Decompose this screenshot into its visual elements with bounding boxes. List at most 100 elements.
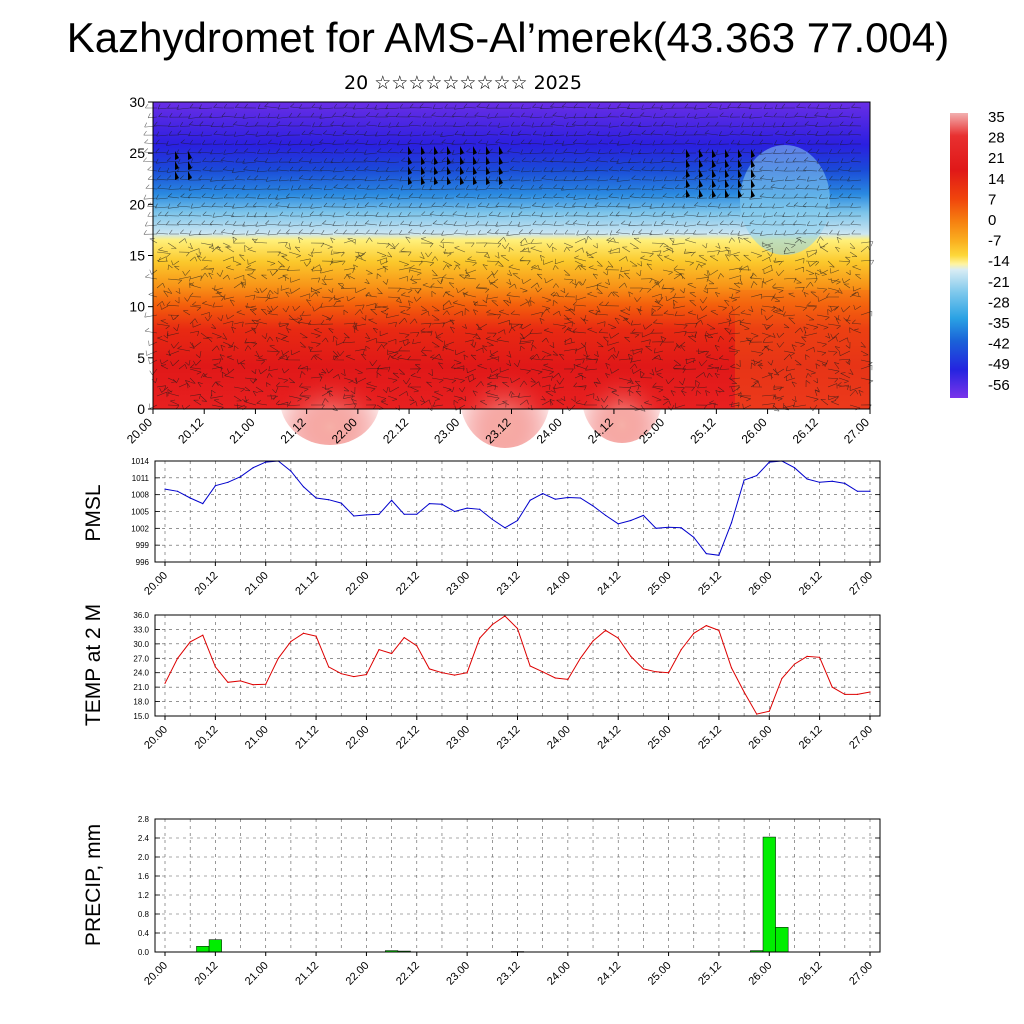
- temp-point: [428, 668, 430, 670]
- temp-point: [227, 681, 229, 683]
- pmsl-point: [265, 461, 267, 463]
- pmsl-point: [730, 522, 733, 524]
- colorbar: 35 28 21 14 7 0 -7 -14 -21 -28 -35 -42 -49 -56: [950, 109, 1010, 398]
- y-tick-label: 1014: [131, 457, 149, 466]
- heat-x-tick-label: 20.12: [175, 415, 206, 446]
- heat-x-tick-label: 26.00: [739, 415, 770, 446]
- y-tick-label: 21.0: [133, 683, 149, 692]
- wind-flag: [686, 189, 690, 198]
- temp-point: [718, 629, 720, 631]
- x-tick-label: 22.00: [344, 570, 372, 598]
- temp-point: [353, 675, 355, 678]
- wind-flag: [738, 149, 742, 158]
- pmsl-point: [819, 481, 821, 483]
- temp-point: [491, 624, 493, 626]
- wind-flag: [421, 156, 425, 165]
- wind-flag: [725, 189, 729, 198]
- temp-panel: TEMP at 2 M 15.0 18.0 21.0 24.0 27.0 30.0 33.0…: [82, 604, 881, 752]
- colorbar-labels: 35 28 21 14 7 0 -7 -14 -21 -28 -35 -42 -49 -56: [988, 109, 1010, 394]
- wind-flag: [434, 176, 438, 185]
- temp-point: [756, 713, 758, 715]
- temp-point: [831, 686, 833, 688]
- temp-point: [441, 672, 443, 674]
- pmsl-point: [542, 492, 544, 495]
- temp-point: [642, 668, 644, 670]
- pmsl-point: [793, 467, 796, 469]
- temp-point: [504, 615, 506, 617]
- wind-flag: [473, 176, 477, 185]
- pmsl-point: [403, 513, 405, 515]
- temp-point: [856, 693, 859, 695]
- wind-flag: [188, 161, 192, 170]
- temp-point: [391, 652, 393, 655]
- x-tick-label: 20.12: [193, 724, 221, 752]
- pmsl-point: [353, 515, 355, 517]
- wind-flag: [447, 176, 451, 185]
- pmsl-point: [252, 467, 254, 469]
- wind-flag: [712, 159, 716, 168]
- x-tick-label: 27.00: [847, 570, 875, 598]
- wind-flag: [738, 189, 742, 198]
- wind-flag: [408, 156, 412, 165]
- x-tick-label: 21.00: [243, 570, 271, 598]
- wind-flag: [473, 156, 477, 165]
- pmsl-point: [768, 461, 770, 463]
- temp-point: [680, 649, 682, 651]
- colorbar-label: 21: [988, 150, 1005, 167]
- temp-point: [869, 691, 871, 693]
- x-tick-label: 21.12: [293, 570, 321, 598]
- temp-point: [302, 632, 305, 634]
- temp-point: [315, 635, 317, 637]
- pmsl-point: [617, 523, 619, 525]
- wind-flag: [434, 156, 438, 165]
- cold-intrusion: [740, 145, 830, 255]
- temp-point: [479, 637, 481, 639]
- x-tick-label: 25.00: [646, 960, 674, 988]
- wind-flag: [447, 146, 451, 155]
- colorbar-label: -14: [988, 253, 1010, 270]
- pmsl-point: [680, 527, 682, 529]
- x-tick-label: 22.12: [394, 570, 422, 598]
- pmsl-point: [642, 514, 644, 517]
- wind-flag: [421, 146, 425, 155]
- temp-point: [164, 682, 166, 684]
- pmsl-point: [214, 485, 216, 487]
- x-tick-label: 21.00: [243, 724, 271, 752]
- temp-axis-label: TEMP at 2 M: [82, 604, 105, 726]
- y-tick-label: 0.0: [138, 948, 150, 957]
- wind-flag: [188, 171, 192, 180]
- wind-flag: [421, 176, 425, 185]
- pmsl-point: [667, 526, 670, 528]
- x-tick-label: 24.00: [545, 724, 573, 752]
- y-tick-label: 2.0: [138, 853, 150, 862]
- chart-subtitle: 20 ☆☆☆☆☆☆☆☆☆ 2025: [344, 72, 582, 94]
- wind-flag: [699, 159, 703, 168]
- temp-point: [202, 634, 204, 636]
- x-tick-label: 20.00: [142, 724, 170, 752]
- wind-flag: [751, 149, 755, 158]
- x-tick-label: 21.00: [243, 960, 271, 988]
- pmsl-point: [869, 490, 871, 492]
- wind-flag: [499, 146, 503, 155]
- pmsl-point: [290, 470, 292, 472]
- heat-y-tick-label: 15: [129, 248, 145, 264]
- colorbar-label: -35: [988, 315, 1010, 332]
- wind-flag: [751, 169, 755, 178]
- wind-flag: [434, 166, 438, 175]
- colorbar-label: 14: [988, 171, 1005, 188]
- wind-flag: [486, 176, 490, 185]
- temp-point: [567, 678, 569, 681]
- wind-flag: [699, 189, 703, 198]
- pmsl-point: [378, 513, 380, 515]
- x-tick-label: 26.12: [797, 960, 825, 988]
- x-tick-label: 21.12: [293, 960, 321, 988]
- pmsl-point: [806, 478, 808, 480]
- wind-flag: [751, 189, 755, 198]
- temp-point: [768, 710, 770, 712]
- x-tick-label: 20.00: [142, 570, 170, 598]
- x-tick-label: 25.12: [696, 960, 724, 988]
- pmsl-point: [756, 474, 758, 477]
- x-tick-label: 22.12: [394, 724, 422, 752]
- heat-y-tick-label: 10: [129, 299, 145, 315]
- heat-x-tick-label: 27.00: [841, 415, 872, 446]
